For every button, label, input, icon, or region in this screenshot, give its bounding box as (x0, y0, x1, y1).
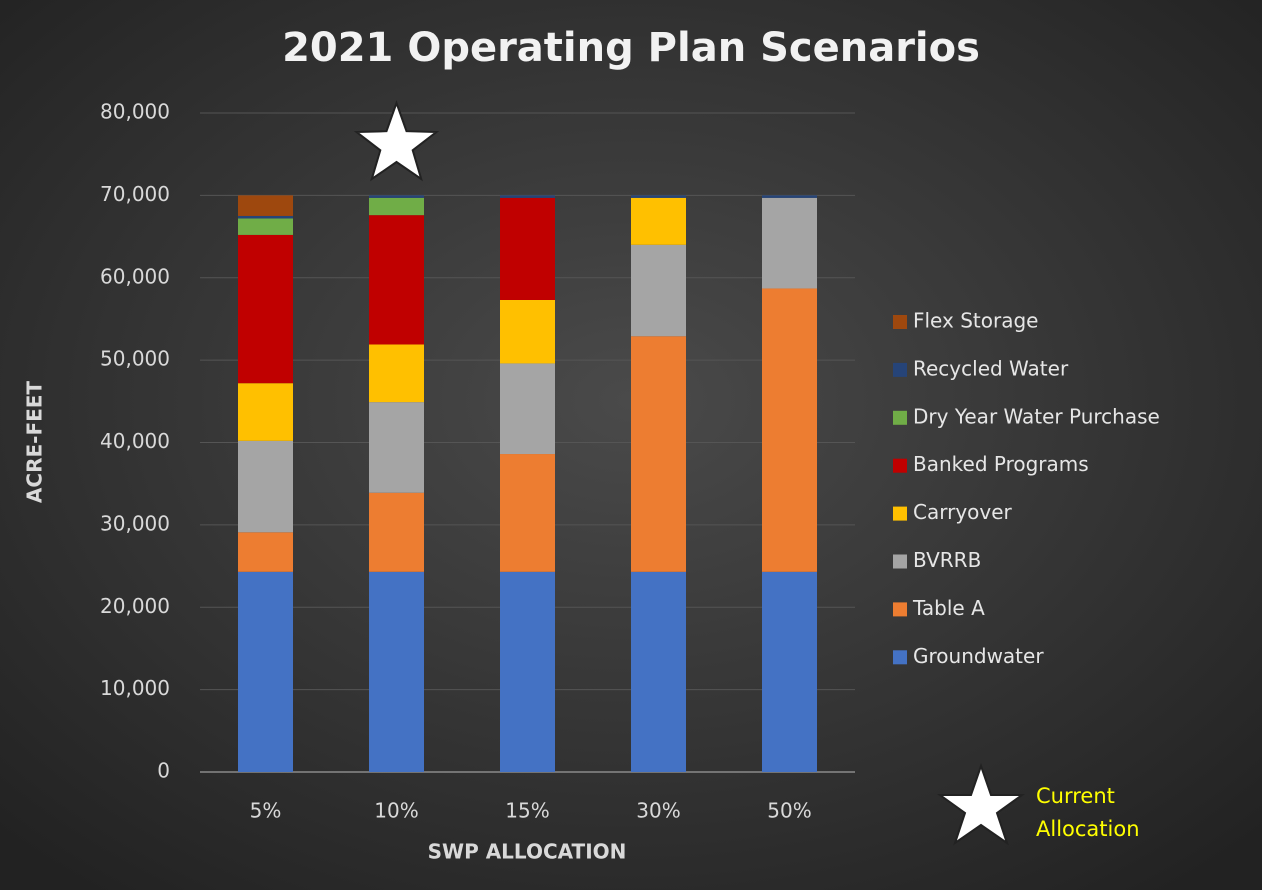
legend-swatch (893, 362, 907, 377)
legend-label: Recycled Water (913, 356, 1069, 380)
y-axis-title: ACRE-FEET (23, 381, 47, 504)
bar-segment (500, 197, 555, 300)
y-tick-label: 0 (157, 759, 170, 783)
x-tick-label: 5% (250, 799, 282, 823)
y-tick-label: 60,000 (100, 264, 170, 288)
bar-segment (238, 215, 293, 219)
y-tick-label: 70,000 (100, 182, 170, 206)
legend-swatch (893, 650, 907, 665)
bar-segment (631, 197, 686, 245)
annotation-star (936, 762, 1026, 846)
bar-segment (631, 336, 686, 572)
bar-segment (631, 244, 686, 337)
y-tick-label: 80,000 (100, 100, 170, 124)
bar-segment (500, 195, 555, 198)
y-tick-label: 50,000 (100, 347, 170, 371)
legend-swatch (893, 458, 907, 473)
bar-segment (762, 571, 817, 772)
legend-swatch (893, 315, 907, 329)
bar-segment (238, 383, 293, 441)
legend-label: Banked Programs (913, 452, 1089, 476)
bar-segment (500, 299, 555, 364)
highlight-star (353, 100, 440, 182)
legend-label: Table A (912, 596, 985, 620)
bar-segment (631, 195, 686, 198)
legend-label: Dry Year Water Purchase (913, 404, 1160, 428)
bar-segment (369, 571, 424, 772)
x-axis-title: SWP ALLOCATION (428, 840, 627, 864)
bar-segment (238, 234, 293, 384)
bar-segment (500, 454, 555, 572)
bar-segment (238, 195, 293, 216)
bar-segment (238, 218, 293, 235)
bar-segment (369, 492, 424, 572)
bar-segment (369, 215, 424, 345)
bar-segment (369, 197, 424, 216)
bar-segment (369, 402, 424, 493)
legend-label: Carryover (913, 500, 1013, 524)
legend-swatch (893, 410, 907, 425)
legend-label: BVRRB (913, 548, 981, 572)
legend-swatch (893, 506, 907, 521)
x-tick-label: 10% (374, 799, 418, 823)
x-tick-label: 15% (505, 799, 549, 823)
bar-segment (238, 440, 293, 533)
legend-label: Flex Storage (913, 309, 1038, 333)
legend-label: Groundwater (913, 644, 1044, 668)
bar-segment (631, 571, 686, 772)
bar-segment (762, 288, 817, 572)
annotation: Current Allocation (1036, 784, 1140, 841)
y-tick-label: 30,000 (100, 511, 170, 535)
y-tick-label: 20,000 (100, 594, 170, 618)
bar-segment (500, 363, 555, 455)
y-tick-label: 10,000 (100, 676, 170, 700)
bar-segment (500, 571, 555, 772)
bar-segment (762, 197, 817, 289)
bar-segment (238, 532, 293, 572)
y-tick-label: 40,000 (100, 429, 170, 453)
chart-title: 2021 Operating Plan Scenarios (282, 25, 980, 71)
bar-segment (762, 195, 817, 198)
x-tick-label: 30% (636, 799, 680, 823)
legend-swatch (893, 554, 907, 569)
bar-segment (369, 195, 424, 198)
bar-segment (238, 571, 293, 772)
x-tick-label: 50% (767, 799, 811, 823)
legend-swatch (893, 602, 907, 617)
bar-segment (369, 344, 424, 403)
